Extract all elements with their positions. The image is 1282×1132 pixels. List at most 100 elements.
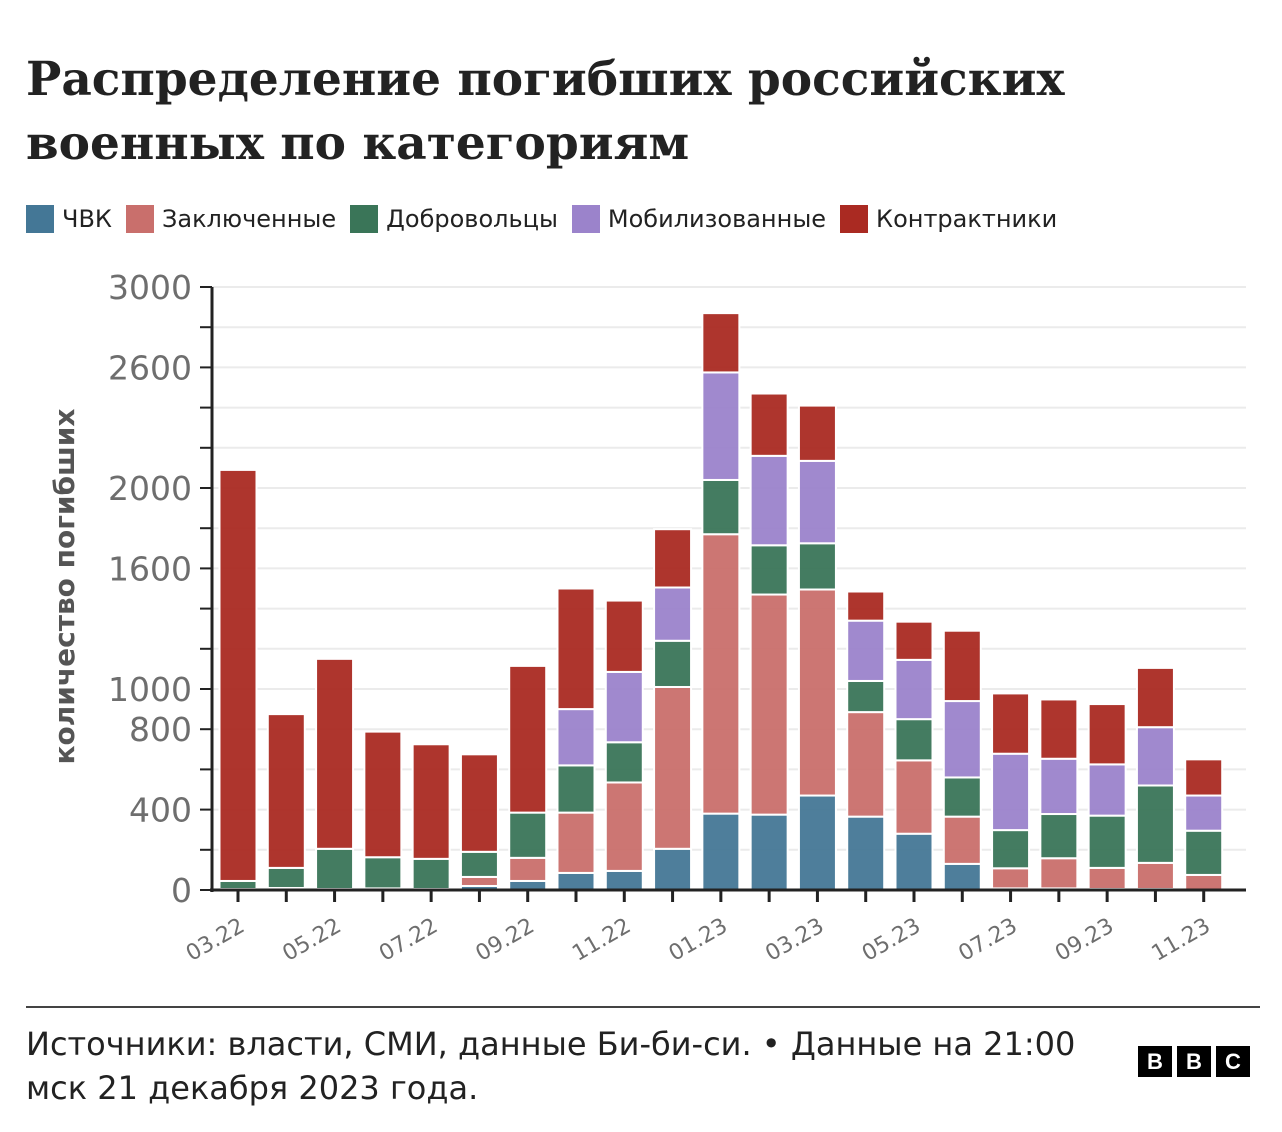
bar-segment <box>1039 757 1079 816</box>
y-tick-label: 2600 <box>108 348 192 387</box>
bar-segment <box>991 692 1031 755</box>
bar-segment <box>1184 873 1224 891</box>
bar-segment <box>1135 726 1175 787</box>
logo-letter: B <box>1138 1046 1172 1077</box>
x-tick-label: 09.22 <box>472 914 539 967</box>
bar-segment <box>1039 698 1079 760</box>
legend-swatch <box>571 205 600 233</box>
bar-segment <box>846 815 886 892</box>
bar-segment <box>894 620 934 661</box>
legend-swatch <box>840 205 869 233</box>
bar-segment <box>411 743 451 860</box>
bar-segment <box>942 862 982 891</box>
legend-item-mobilized: Мобилизованные <box>571 205 826 233</box>
bar-segment <box>701 478 741 536</box>
bar-segment <box>894 658 934 721</box>
bar-segment <box>459 875 499 887</box>
bar-segment <box>508 811 548 859</box>
bar-segment <box>846 619 886 682</box>
bar-segment <box>459 753 499 853</box>
x-tick-label: 11.23 <box>1148 914 1215 967</box>
bar-segment <box>1087 763 1127 817</box>
y-tick-label: 0 <box>171 871 192 910</box>
legend-label: Контрактники <box>876 205 1058 233</box>
bar-segment <box>701 312 741 374</box>
bar-segment <box>749 392 789 457</box>
legend-swatch <box>26 205 54 233</box>
bar-segment <box>363 856 403 890</box>
x-tick-label: 03.22 <box>182 914 249 967</box>
y-tick-label: 1000 <box>108 670 192 709</box>
x-tick-label: 01.23 <box>665 914 732 967</box>
bar-segment <box>1184 829 1224 876</box>
bar-segment <box>218 468 258 882</box>
bar-segment <box>701 812 741 891</box>
x-tick-label: 03.23 <box>761 914 828 967</box>
bar-segment <box>1184 794 1224 832</box>
bar-segment <box>1087 866 1127 890</box>
bar-segment <box>604 741 644 784</box>
bar-segment <box>653 528 693 589</box>
bar-segment <box>894 718 934 762</box>
bar-segment <box>846 711 886 818</box>
bar-segment <box>315 847 355 890</box>
legend-label: Заключенные <box>161 205 337 233</box>
bar-segment <box>363 730 403 859</box>
bar-segment <box>315 657 355 850</box>
bar-segment <box>1039 813 1079 860</box>
x-tick-label: 09.23 <box>1051 914 1118 967</box>
y-tick-label: 400 <box>129 791 192 830</box>
x-tick-label: 07.23 <box>955 914 1022 967</box>
bar-segment <box>604 599 644 673</box>
y-tick-label: 3000 <box>108 268 192 307</box>
bar-segment <box>894 759 934 835</box>
bar-segment <box>604 781 644 872</box>
bar-segment <box>1135 666 1175 729</box>
bar-segment <box>1039 857 1079 890</box>
bar-segment <box>1135 861 1175 890</box>
bar-segment <box>218 879 258 890</box>
bar-segment <box>1184 758 1224 797</box>
bar-segment <box>653 639 693 688</box>
bar-segment <box>749 593 789 816</box>
bar-segment <box>604 670 644 744</box>
bar-segment <box>942 776 982 818</box>
x-tick-label: 05.22 <box>279 914 346 967</box>
y-tick-label: 1600 <box>108 549 192 588</box>
bar-segment <box>749 813 789 891</box>
bar-segment <box>411 857 451 890</box>
bar-segment <box>749 454 789 547</box>
bar-segment <box>797 404 837 462</box>
bar-segment <box>991 867 1031 890</box>
logo-letter: B <box>1177 1046 1211 1077</box>
bar-segment <box>508 856 548 882</box>
bar-segment <box>266 713 306 869</box>
legend-label: Добровольцы <box>386 205 558 233</box>
source-note: Источники: власти, СМИ, данные Би-би-си.… <box>26 1025 1076 1107</box>
bar-segment <box>701 533 741 815</box>
legend-item-volunteers: Добровольцы <box>350 205 558 233</box>
bar-segment <box>459 850 499 878</box>
bar-segment <box>797 542 837 591</box>
bar-segment <box>604 869 644 892</box>
bar-segment <box>653 586 693 642</box>
bar-segment <box>942 815 982 865</box>
legend-item-pmc: ЧВК <box>26 205 112 233</box>
bar-segment <box>1087 814 1127 869</box>
bar-segment <box>653 685 693 850</box>
bar-segment <box>1087 703 1127 766</box>
bar-segment <box>797 794 837 892</box>
legend-item-prisoners: Заключенные <box>125 205 337 233</box>
legend-swatch <box>125 205 154 233</box>
bar-segment <box>749 544 789 596</box>
legend-item-contract: Контрактники <box>840 205 1057 233</box>
bar-segment <box>508 664 548 814</box>
bar-segment <box>556 871 596 891</box>
y-tick-label: 800 <box>129 710 192 749</box>
bar-segment <box>942 700 982 779</box>
x-tick-label: 05.23 <box>858 914 925 967</box>
bar-segment <box>653 847 693 891</box>
bar-segment <box>556 708 596 767</box>
bar-segment <box>556 764 596 814</box>
